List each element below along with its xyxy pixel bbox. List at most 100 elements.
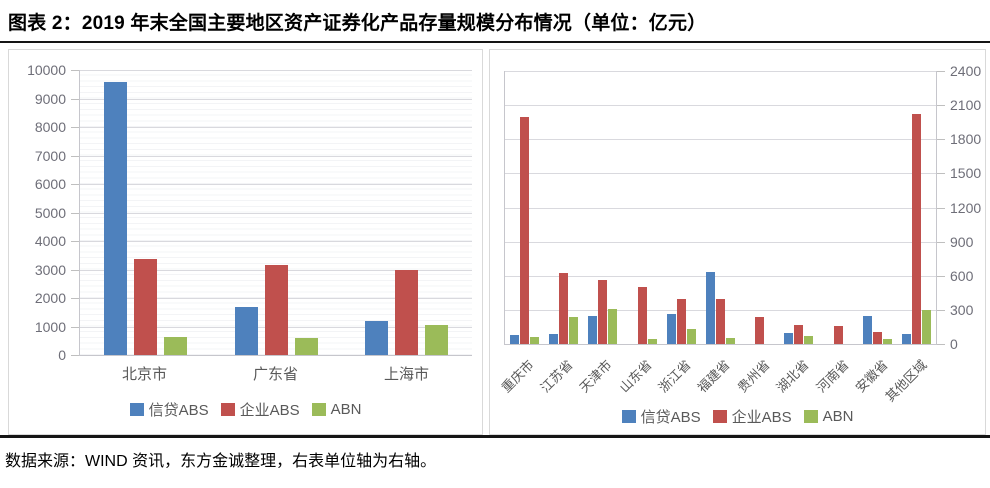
bar-group — [662, 71, 701, 344]
plot-row: 0 300 600 900 1200 1500 1800 2100 2400 — [490, 50, 985, 352]
y-axis-tick-label: 1500 — [950, 165, 982, 182]
bar-enterprise-abs — [872, 331, 882, 344]
bar-group — [583, 71, 622, 344]
bar-enterprise-abs — [520, 116, 530, 344]
bar-groups — [80, 70, 472, 355]
gridline — [505, 275, 936, 277]
x-axis-label-cell: 浙江省 — [656, 350, 700, 404]
bar-credit-abs — [510, 334, 520, 344]
bar-group — [80, 70, 211, 355]
y-axis-tick-label: 5000 — [34, 204, 66, 221]
legend-label: 企业ABS — [731, 409, 792, 426]
bar-group — [341, 70, 472, 355]
gridline — [80, 70, 472, 71]
bar-group — [740, 71, 779, 344]
bar-abn — [608, 309, 618, 344]
x-axis-labels: 重庆市 江苏省 天津市 山东省 浙江省 福建省 贵州省 湖北省 河南省 安徽省 其他区域 — [498, 350, 937, 404]
y-axis-tick-mark — [71, 355, 79, 356]
bar-group — [544, 71, 583, 344]
x-axis-label-cell: 江苏省 — [538, 350, 582, 404]
y-axis-tick-label: 900 — [950, 233, 974, 250]
plot-area — [79, 70, 472, 356]
bar-enterprise-abs — [833, 326, 843, 344]
bar-credit-abs — [549, 333, 559, 344]
y-axis-tick-mark — [937, 173, 945, 175]
y-axis-tick-mark — [71, 326, 79, 328]
y-axis-tick-label: 300 — [950, 301, 974, 318]
y-axis-tick-mark — [937, 309, 945, 311]
y-axis-right: 0 300 600 900 1200 1500 1800 2100 2400 — [937, 63, 985, 352]
bar-credit-abs — [234, 307, 258, 355]
legend-swatch-abn-icon — [803, 410, 818, 423]
legend-item-enterprise-abs: 企业ABS — [220, 399, 300, 420]
y-axis-tick-label: 8000 — [34, 119, 66, 135]
bar-enterprise-abs — [716, 298, 726, 344]
y-axis-tick-mark — [937, 275, 945, 277]
bar-abn — [647, 339, 657, 344]
legend-label: 企业ABS — [239, 402, 300, 419]
bar-abn — [530, 337, 540, 344]
y-axis-tick-label: 2100 — [950, 97, 982, 114]
plot-area — [504, 71, 937, 345]
y-axis-tick-label: 7000 — [34, 147, 66, 164]
legend-swatch-abn-icon — [311, 403, 326, 416]
bar-enterprise-abs — [637, 286, 647, 344]
bar-enterprise-abs — [133, 258, 157, 355]
x-axis-label-cell: 福建省 — [695, 350, 740, 404]
chart-legend: 信贷ABS 企业ABS ABN — [490, 406, 985, 427]
y-axis-tick-mark — [71, 70, 79, 71]
y-axis-tick-label: 600 — [950, 267, 974, 284]
x-axis-label-cell: 山东省 — [616, 350, 661, 404]
bar-abn — [686, 328, 696, 344]
gridline — [505, 105, 936, 107]
gridline — [505, 139, 936, 141]
bar-group — [623, 71, 662, 344]
gridline — [80, 184, 472, 185]
y-axis-tick-mark — [71, 298, 79, 299]
y-axis-tick-label: 0 — [950, 336, 958, 352]
y-axis-tick-mark — [937, 207, 945, 209]
charts-row: 0 1000 2000 3000 4000 5000 6000 7000 8000 9000 100… — [0, 43, 990, 435]
y-axis-tick-label: 1000 — [34, 318, 66, 335]
bar-abn — [804, 336, 814, 344]
bar-abn — [569, 317, 579, 344]
y-axis-tick-label: 10000 — [27, 62, 66, 78]
legend-swatch-credit-abs-icon — [621, 410, 636, 423]
y-axis-tick-mark — [937, 105, 945, 107]
left-chart-panel: 0 1000 2000 3000 4000 5000 6000 7000 8000 9000 100… — [8, 49, 483, 435]
gridline — [80, 155, 472, 157]
y-axis-tick-label: 9000 — [34, 90, 66, 107]
bar-group — [819, 71, 858, 344]
bar-enterprise-abs — [676, 298, 686, 344]
legend-swatch-credit-abs-icon — [129, 403, 144, 416]
y-axis-tick-mark — [71, 98, 79, 100]
legend-label: 信贷ABS — [148, 402, 209, 419]
legend-label: 信贷ABS — [640, 409, 701, 426]
y-axis-tick-label: 2400 — [950, 63, 982, 79]
legend-item-enterprise-abs: 企业ABS — [712, 406, 792, 427]
bar-abn — [726, 338, 736, 344]
bar-group — [211, 70, 342, 355]
category-label: 广东省 — [252, 366, 298, 383]
gridline — [505, 173, 936, 175]
y-axis-left: 0 1000 2000 3000 4000 5000 6000 7000 8000 9000 100… — [9, 62, 79, 363]
category-label: 重庆市 — [498, 357, 537, 396]
y-axis-tick-mark — [71, 184, 79, 185]
y-axis-tick-mark — [937, 344, 945, 345]
footer-divider — [0, 435, 990, 438]
bar-credit-abs — [862, 315, 872, 344]
bar-credit-abs — [706, 272, 716, 344]
y-axis-tick-label: 2000 — [34, 290, 66, 306]
plot-row: 0 1000 2000 3000 4000 5000 6000 7000 8000 9000 100… — [9, 50, 482, 363]
y-axis-tick-mark — [71, 155, 79, 157]
legend-item-credit-abs: 信贷ABS — [621, 406, 701, 427]
bar-enterprise-abs — [264, 264, 288, 355]
y-axis-tick-label: 3000 — [34, 261, 66, 278]
bar-groups — [505, 71, 936, 344]
bar-enterprise-abs — [559, 273, 569, 344]
bar-credit-abs — [666, 313, 676, 344]
legend-item-abn: ABN — [311, 401, 361, 418]
bar-abn — [882, 339, 892, 344]
figure-title: 图表 2：2019 年末全国主要地区资产证券化产品存量规模分布情况（单位：亿元） — [8, 13, 707, 34]
x-axis-label-cell: 其他区域 — [883, 350, 937, 404]
